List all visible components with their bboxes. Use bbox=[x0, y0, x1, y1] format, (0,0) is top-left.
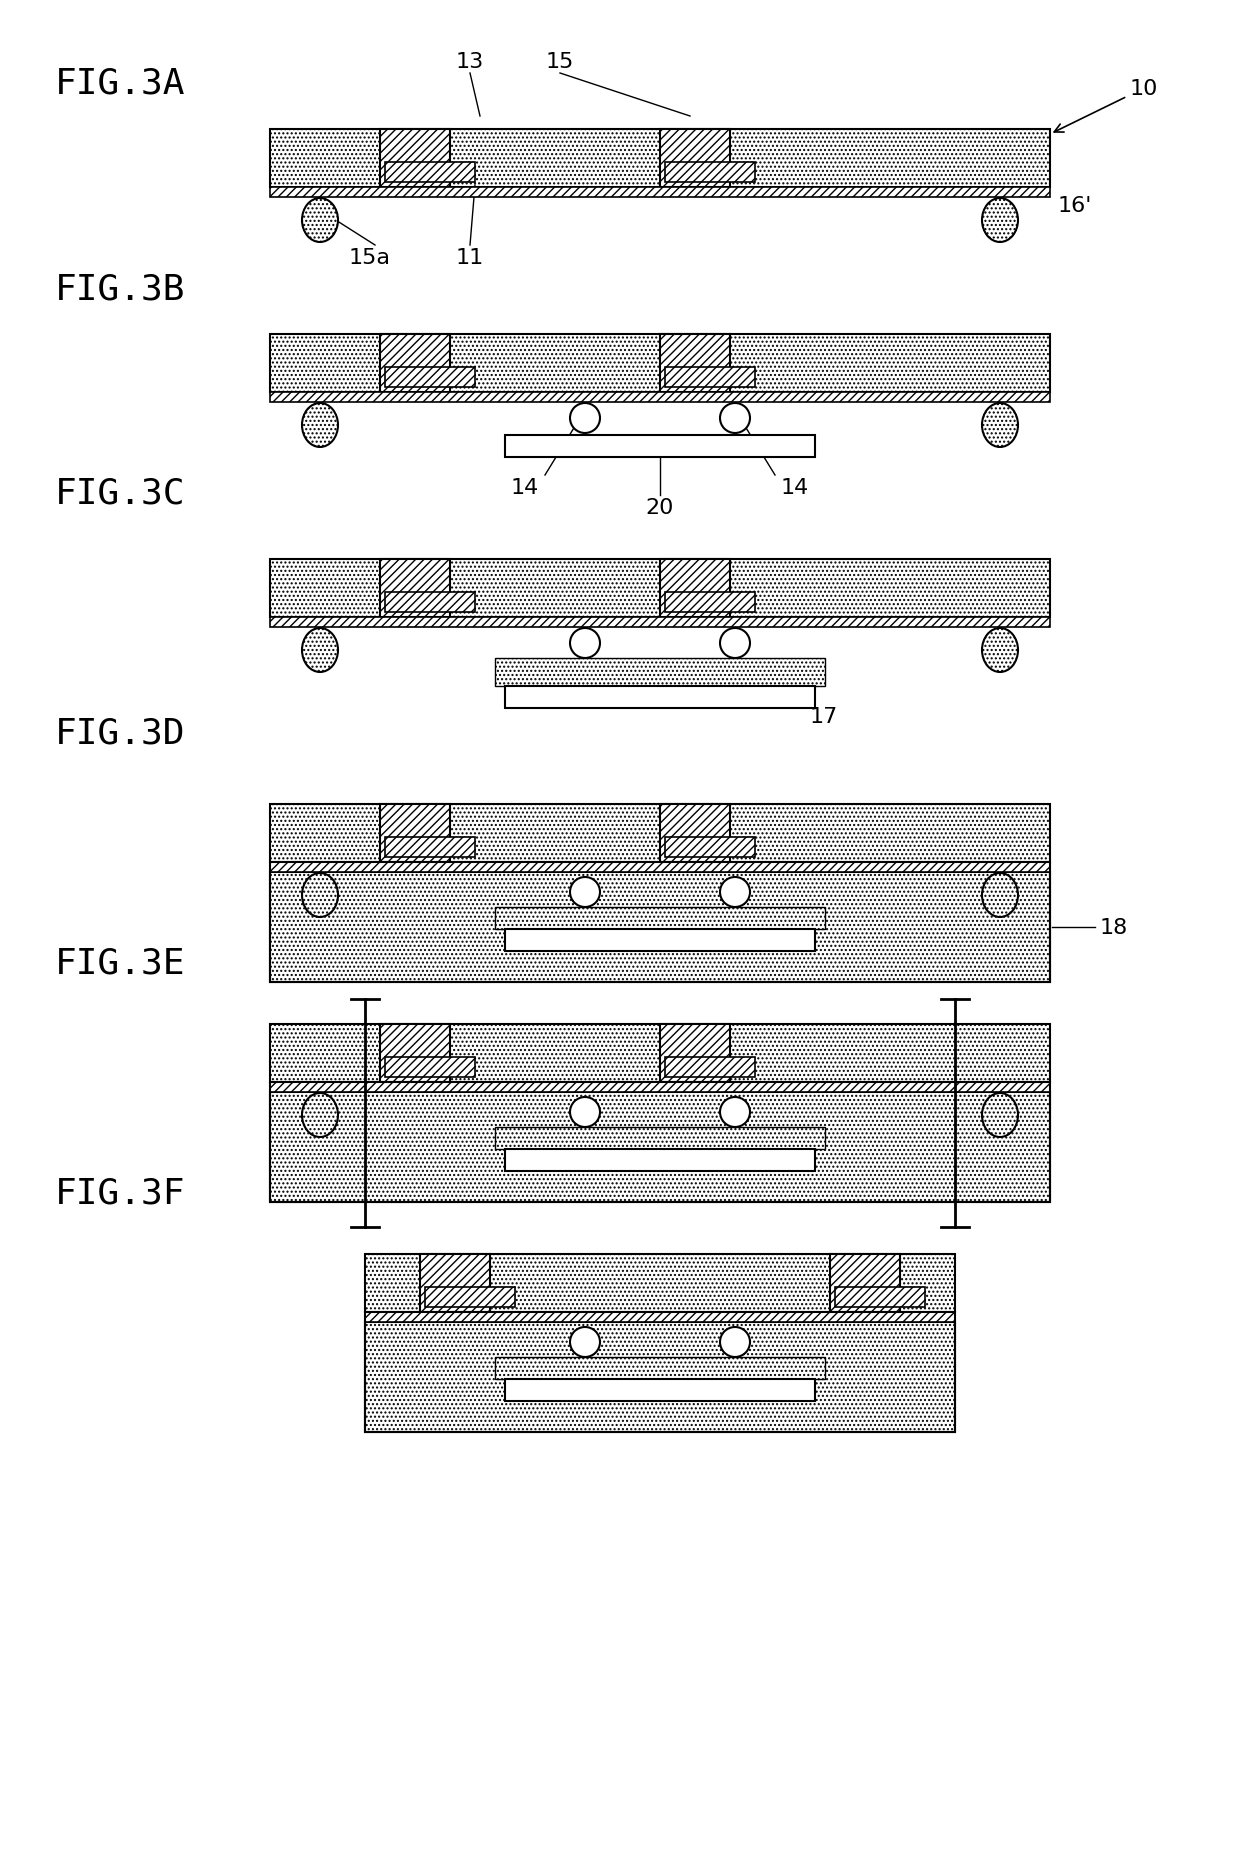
Circle shape bbox=[720, 629, 750, 659]
Text: 11: 11 bbox=[456, 247, 484, 268]
Ellipse shape bbox=[303, 873, 339, 918]
Bar bbox=[660, 560, 730, 618]
Bar bbox=[505, 436, 815, 457]
Text: 18: 18 bbox=[1100, 918, 1128, 938]
Bar bbox=[830, 1255, 900, 1313]
Circle shape bbox=[720, 878, 750, 908]
Text: FIG.3B: FIG.3B bbox=[55, 272, 186, 305]
Bar bbox=[384, 163, 475, 184]
Circle shape bbox=[570, 405, 600, 435]
Circle shape bbox=[570, 629, 600, 659]
Text: 16': 16' bbox=[1058, 197, 1092, 215]
Bar bbox=[379, 129, 450, 187]
Circle shape bbox=[720, 405, 750, 435]
Bar bbox=[665, 837, 755, 858]
Bar bbox=[505, 687, 815, 708]
Bar bbox=[270, 393, 1050, 403]
Circle shape bbox=[570, 1098, 600, 1128]
Bar bbox=[270, 335, 1050, 393]
Bar bbox=[665, 1058, 755, 1077]
Bar bbox=[270, 805, 1050, 863]
Text: 14: 14 bbox=[511, 478, 539, 498]
Ellipse shape bbox=[303, 629, 339, 672]
Text: 20: 20 bbox=[646, 498, 675, 517]
Bar bbox=[495, 1128, 825, 1150]
Text: FIG.3E: FIG.3E bbox=[55, 946, 186, 980]
Bar bbox=[384, 367, 475, 388]
Text: FIG.3D: FIG.3D bbox=[55, 717, 186, 751]
Ellipse shape bbox=[303, 405, 339, 448]
Bar bbox=[270, 1092, 1050, 1202]
Bar bbox=[270, 187, 1050, 199]
Bar bbox=[270, 1025, 1050, 1083]
Bar bbox=[270, 863, 1050, 873]
Bar bbox=[660, 1025, 730, 1083]
Bar bbox=[270, 863, 1050, 983]
Bar bbox=[379, 335, 450, 393]
Ellipse shape bbox=[982, 873, 1018, 918]
Bar bbox=[270, 1083, 1050, 1092]
Bar bbox=[384, 592, 475, 612]
Text: 10: 10 bbox=[1054, 79, 1158, 133]
Bar bbox=[665, 367, 755, 388]
Text: FIG.3C: FIG.3C bbox=[55, 478, 186, 511]
Bar bbox=[665, 592, 755, 612]
Bar bbox=[384, 837, 475, 858]
Bar bbox=[270, 618, 1050, 627]
Bar bbox=[270, 1083, 1050, 1202]
Text: FIG.3A: FIG.3A bbox=[55, 67, 186, 101]
Bar bbox=[505, 1150, 815, 1171]
Circle shape bbox=[570, 1328, 600, 1358]
Bar bbox=[660, 335, 730, 393]
Bar bbox=[365, 1255, 955, 1313]
Ellipse shape bbox=[982, 405, 1018, 448]
Bar bbox=[835, 1287, 925, 1307]
Circle shape bbox=[720, 1098, 750, 1128]
Text: 17: 17 bbox=[810, 706, 838, 727]
Bar bbox=[495, 1358, 825, 1379]
Bar bbox=[660, 129, 730, 187]
Circle shape bbox=[720, 1328, 750, 1358]
Bar bbox=[270, 873, 1050, 983]
Bar bbox=[660, 805, 730, 863]
Ellipse shape bbox=[982, 1094, 1018, 1137]
Bar bbox=[495, 908, 825, 929]
Text: 15: 15 bbox=[546, 52, 574, 71]
Text: 15a: 15a bbox=[348, 247, 391, 268]
Text: FIG.3F: FIG.3F bbox=[55, 1176, 186, 1210]
Bar bbox=[379, 560, 450, 618]
Text: 13: 13 bbox=[456, 52, 484, 71]
Circle shape bbox=[570, 878, 600, 908]
Bar bbox=[384, 1058, 475, 1077]
Bar bbox=[505, 929, 815, 951]
Bar bbox=[425, 1287, 515, 1307]
Ellipse shape bbox=[982, 629, 1018, 672]
Bar bbox=[270, 560, 1050, 618]
Bar bbox=[495, 659, 825, 687]
Bar bbox=[665, 163, 755, 184]
Bar bbox=[505, 1379, 815, 1401]
Bar bbox=[365, 1322, 955, 1433]
Ellipse shape bbox=[982, 199, 1018, 243]
Bar bbox=[420, 1255, 490, 1313]
Bar bbox=[379, 1025, 450, 1083]
Ellipse shape bbox=[303, 199, 339, 243]
Bar bbox=[379, 805, 450, 863]
Ellipse shape bbox=[303, 1094, 339, 1137]
Bar bbox=[270, 129, 1050, 187]
Bar bbox=[365, 1313, 955, 1433]
Bar bbox=[365, 1313, 955, 1322]
Text: 14: 14 bbox=[781, 478, 810, 498]
